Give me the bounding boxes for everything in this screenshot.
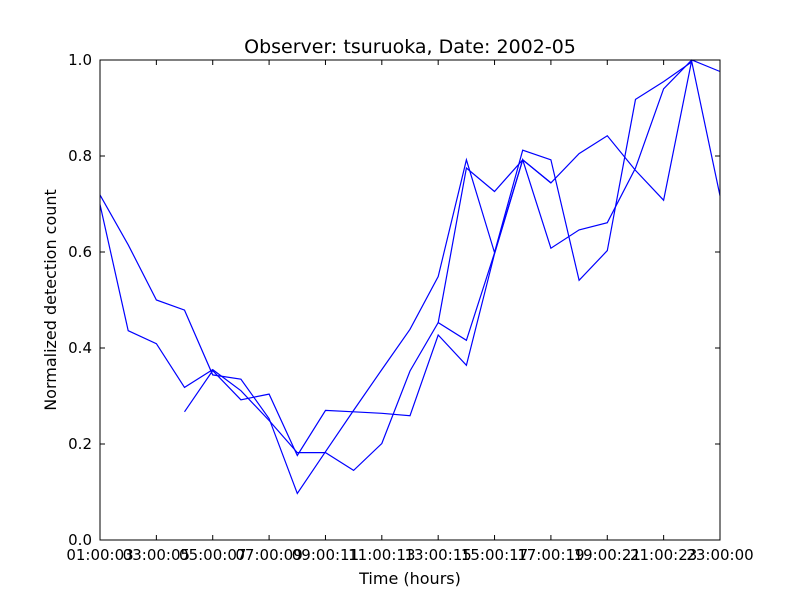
axis-ticks [99,59,721,541]
y-tick-label: 0.8 [68,147,92,165]
y-tick-label: 1.0 [68,51,92,69]
y-axis-label: Normalized detection count [41,189,60,411]
x-tick-label: 01:00:03 [66,546,133,564]
y-tick-label: 0.0 [68,531,92,549]
x-tick-label: 19:00:21 [574,546,641,564]
plot-frame [99,59,721,541]
series-line-2 [99,60,721,495]
series-line-1 [184,59,721,457]
x-axis-label: Time (hours) [358,569,461,588]
x-tick-labels: 01:00:0303:00:0505:00:0707:00:0909:00:11… [66,546,753,564]
x-tick-label: 13:00:15 [404,546,471,564]
y-tick-label: 0.2 [68,435,92,453]
x-tick-label: 09:00:11 [292,546,359,564]
y-tick-label: 0.6 [68,243,92,261]
x-tick-label: 15:00:17 [461,546,528,564]
x-tick-label: 05:00:07 [179,546,246,564]
y-tick-labels: 0.0 0.2 0.4 0.6 0.8 1.0 [68,51,92,549]
x-tick-label: 17:00:19 [517,546,584,564]
x-tick-label: 23:00:00 [686,546,753,564]
series-line-4 [437,158,552,323]
x-tick-label: 03:00:05 [123,546,190,564]
x-tick-label: 21:00:23 [630,546,697,564]
chart-title: Observer: tsuruoka, Date: 2002-05 [244,36,576,58]
series-lines [99,59,721,495]
y-tick-label: 0.4 [68,339,92,357]
series-line-3 [99,59,693,472]
x-tick-label: 07:00:09 [235,546,302,564]
x-tick-label: 11:00:13 [348,546,415,564]
